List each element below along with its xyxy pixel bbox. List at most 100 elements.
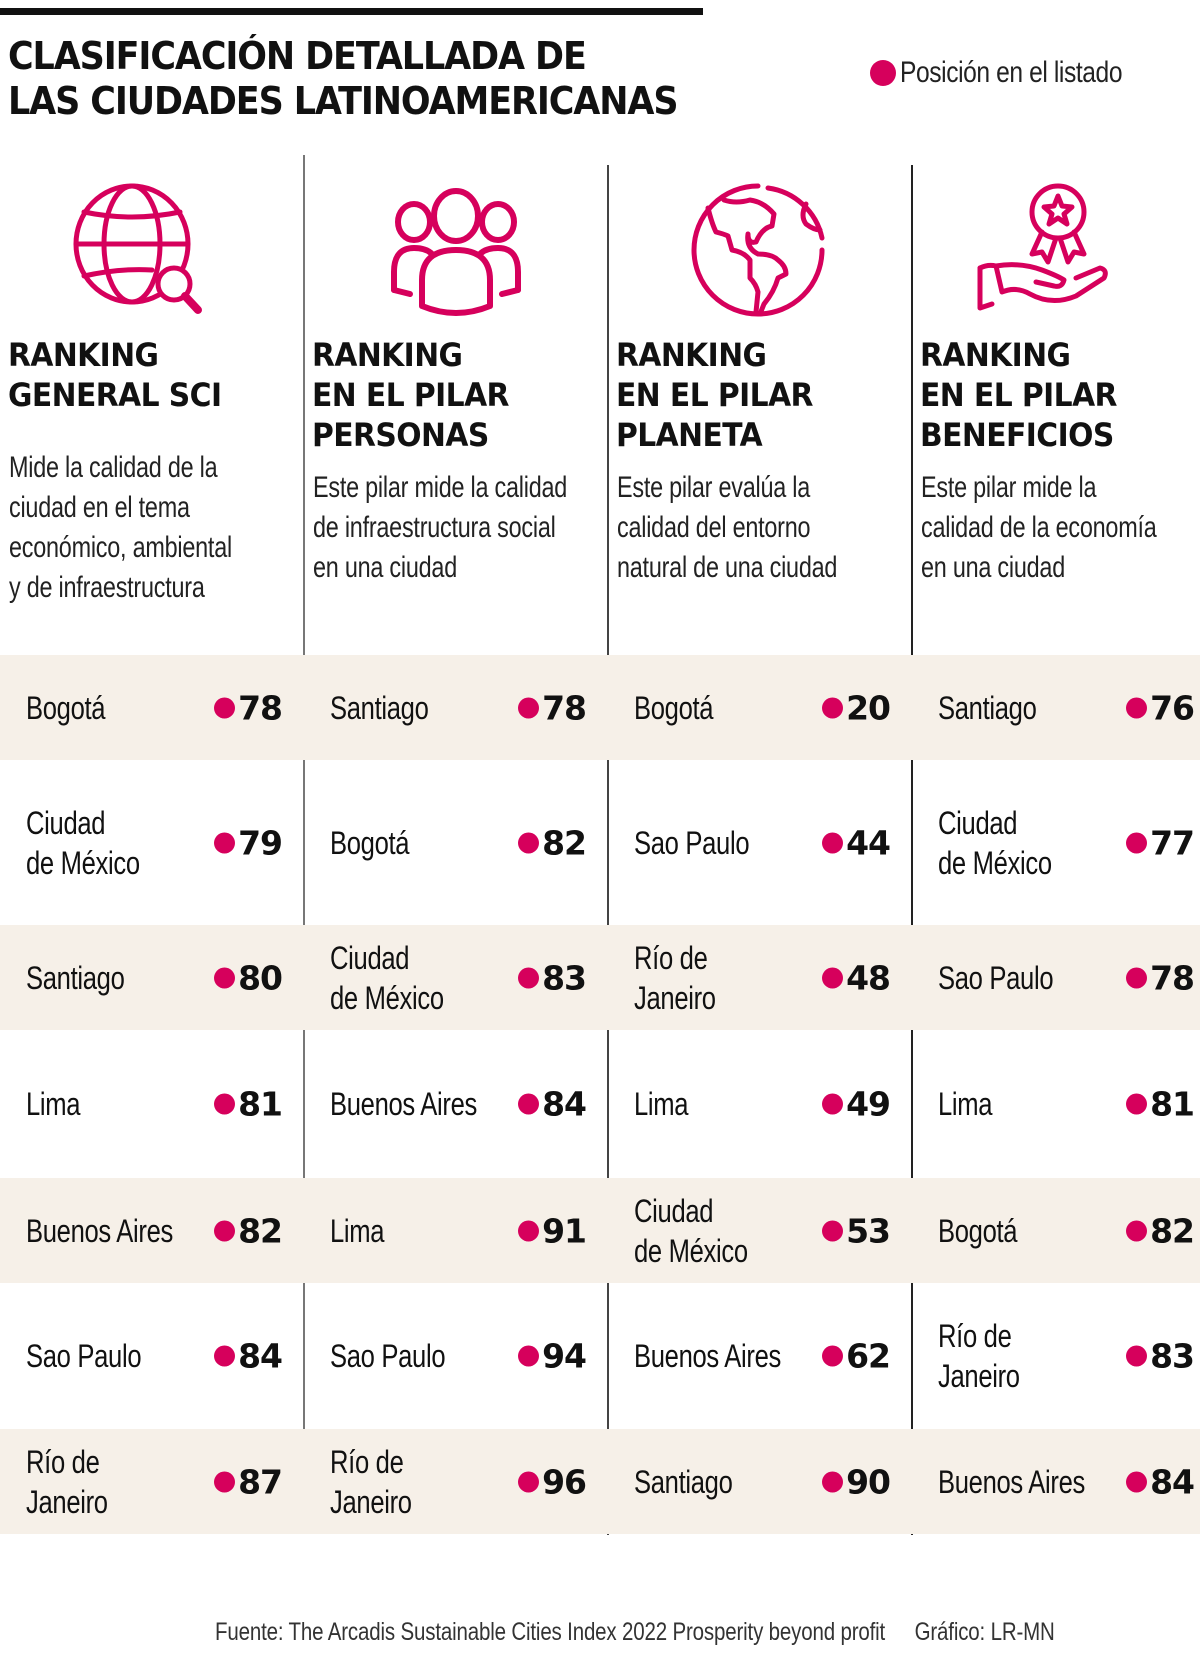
city-name: Santiago — [634, 1463, 733, 1500]
rank-dot-icon — [518, 1471, 540, 1492]
rank-value: 81 — [214, 1085, 283, 1124]
rank-dot-icon — [214, 1220, 236, 1241]
rank-value: 79 — [214, 823, 283, 862]
rank-value: 81 — [1126, 1085, 1195, 1124]
rank-dot-icon — [822, 1093, 844, 1115]
city-name: Río de Janeiro — [26, 1443, 108, 1520]
city-name: Santiago — [26, 959, 125, 996]
rank-dot-icon — [214, 832, 236, 853]
table-row: Ciudad de México 79 Bogotá 82 Sao Paulo 44 … — [0, 760, 1200, 925]
city-name: Buenos Aires — [26, 1212, 174, 1249]
rank-dot-icon — [1126, 1345, 1148, 1367]
city-name: Sao Paulo — [634, 824, 750, 861]
city-name: Lima — [26, 1086, 81, 1122]
rank-dot-icon — [1126, 967, 1148, 988]
rank-dot-icon — [518, 832, 540, 853]
top-rule — [0, 8, 703, 15]
rank-value: 44 — [822, 823, 891, 862]
rank-dot-icon — [518, 1220, 540, 1241]
column-heading: RANKING EN EL PILAR PLANETA — [616, 336, 813, 454]
rank-dot-icon — [1126, 1093, 1148, 1115]
rank-value: 76 — [1126, 688, 1195, 727]
table-row: Santiago 80 Ciudad de México 83 Río de Jan… — [0, 925, 1200, 1030]
table-row: Sao Paulo 84 Sao Paulo 94 Buenos Aires 62 R… — [0, 1283, 1200, 1429]
city-name: Bogotá — [938, 1212, 1018, 1249]
people-group-icon — [386, 180, 526, 320]
city-name: Ciudad de México — [26, 804, 140, 881]
rank-dot-icon — [822, 1471, 844, 1492]
column-description: Mide la calidad de la ciudad en el tema … — [9, 451, 232, 604]
rank-value: 82 — [214, 1211, 283, 1250]
rank-dot-icon — [822, 832, 844, 853]
legend-label: Posición en el listado — [900, 56, 1123, 89]
source-footer: Fuente: The Arcadis Sustainable Cities I… — [215, 1618, 1055, 1647]
table-row: Buenos Aires 82 Lima 91 Ciudad de México 53… — [0, 1178, 1200, 1283]
city-name: Ciudad de México — [634, 1192, 748, 1269]
rank-dot-icon — [214, 1345, 236, 1367]
title-line-2: LAS CIUDADES LATINOAMERICANAS — [8, 79, 679, 123]
city-name: Río de Janeiro — [634, 939, 716, 1016]
city-name: Lima — [938, 1086, 993, 1122]
rank-dot-icon — [822, 697, 844, 718]
rank-value: 53 — [822, 1211, 891, 1250]
rank-value: 82 — [518, 823, 587, 862]
rank-value: 96 — [518, 1462, 587, 1501]
hand-award-icon — [972, 180, 1112, 320]
earth-americas-icon — [688, 180, 828, 320]
legend: Posición en el listado — [870, 56, 1171, 90]
city-name: Sao Paulo — [26, 1338, 142, 1374]
rank-dot-icon — [518, 967, 540, 988]
city-name: Buenos Aires — [330, 1086, 478, 1122]
source-text: Fuente: The Arcadis Sustainable Cities I… — [215, 1618, 886, 1646]
city-name: Lima — [330, 1212, 385, 1249]
rank-value: 49 — [822, 1085, 891, 1124]
column-divider — [911, 165, 913, 1535]
rank-dot-icon — [1126, 1220, 1148, 1241]
rank-dot-icon — [214, 1093, 236, 1115]
city-name: Buenos Aires — [938, 1463, 1086, 1500]
rank-value: 94 — [518, 1337, 587, 1376]
graphic-credit: Gráfico: LR-MN — [914, 1618, 1055, 1646]
rank-value: 83 — [518, 958, 587, 997]
rank-value: 83 — [1126, 1337, 1195, 1376]
table-row: Río de Janeiro 87 Río de Janeiro 96 Santia… — [0, 1429, 1200, 1534]
city-name: Sao Paulo — [330, 1338, 446, 1374]
rank-value: 84 — [518, 1085, 587, 1124]
table-row: Bogotá 78 Santiago 78 Bogotá 20 Santiago 76 — [0, 655, 1200, 760]
table-row: Lima 81 Buenos Aires 84 Lima 49 Lima 81 — [0, 1030, 1200, 1178]
rank-value: 91 — [518, 1211, 587, 1250]
rank-value: 77 — [1126, 823, 1195, 862]
rank-value: 78 — [1126, 958, 1195, 997]
rank-value: 84 — [214, 1337, 283, 1376]
column-description: Este pilar mide la calidad de infraestru… — [313, 471, 568, 584]
city-name: Santiago — [938, 689, 1037, 726]
column-heading: RANKING EN EL PILAR BENEFICIOS — [920, 336, 1117, 454]
rank-value: 20 — [822, 688, 891, 727]
city-name: Santiago — [330, 689, 429, 726]
rank-value: 78 — [214, 688, 283, 727]
column-description: Este pilar evalúa la calidad del entorno… — [617, 471, 838, 584]
city-name: Lima — [634, 1086, 689, 1122]
city-name: Bogotá — [330, 824, 410, 861]
rank-dot-icon — [518, 1345, 540, 1367]
column-description: Este pilar mide la calidad de la economí… — [921, 471, 1157, 584]
city-name: Ciudad de México — [330, 939, 444, 1016]
rank-value: 62 — [822, 1337, 891, 1376]
city-name: Bogotá — [26, 689, 106, 726]
city-name: Ciudad de México — [938, 804, 1052, 881]
city-name: Río de Janeiro — [330, 1443, 412, 1520]
rank-value: 90 — [822, 1462, 891, 1501]
rank-dot-icon — [822, 1345, 844, 1367]
legend-dot-icon — [870, 60, 896, 86]
rank-value: 87 — [214, 1462, 283, 1501]
page-title: CLASIFICACIÓN DETALLADA DE LAS CIUDADES … — [8, 34, 679, 124]
rank-dot-icon — [214, 1471, 236, 1492]
rank-value: 48 — [822, 958, 891, 997]
city-name: Sao Paulo — [938, 959, 1054, 996]
rank-dot-icon — [1126, 697, 1148, 718]
city-name: Bogotá — [634, 689, 714, 726]
column-divider — [607, 165, 609, 1535]
rank-value: 78 — [518, 688, 587, 727]
column-divider — [303, 155, 305, 1525]
rank-dot-icon — [214, 967, 236, 988]
